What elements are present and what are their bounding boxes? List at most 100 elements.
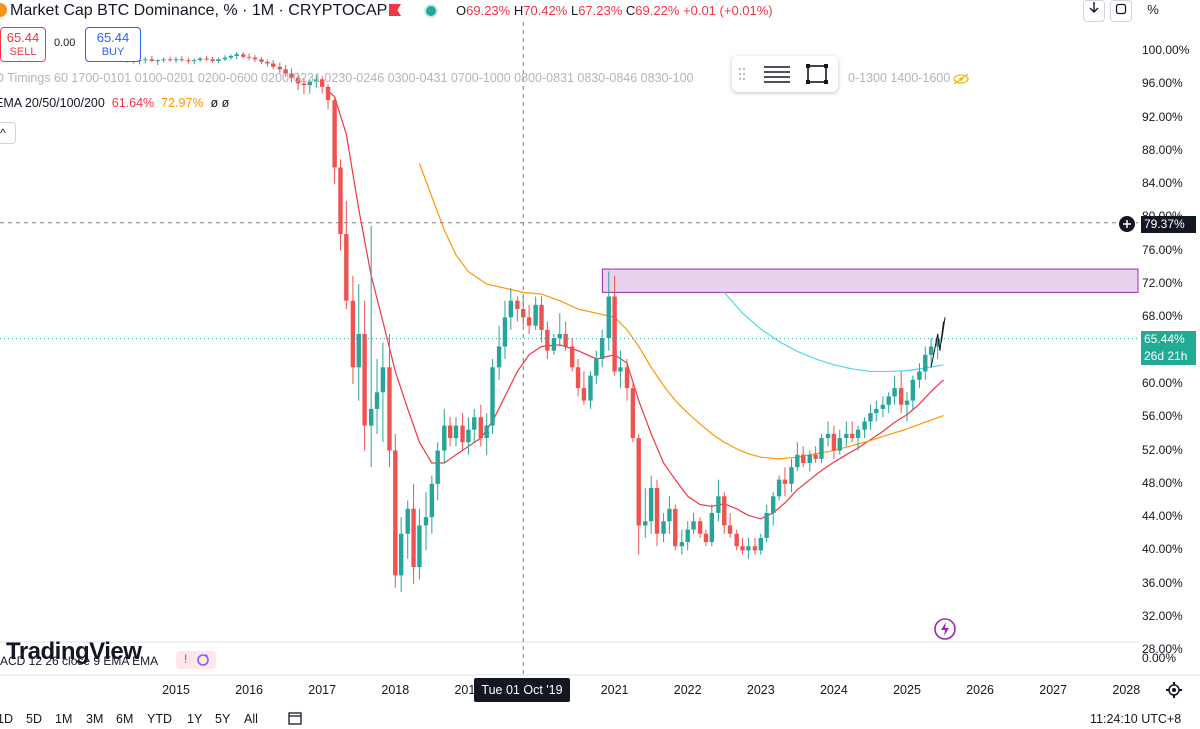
candle-body	[204, 58, 209, 60]
candle-body	[460, 425, 465, 443]
range-ytd[interactable]: YTD	[147, 712, 172, 726]
candle-body	[301, 83, 307, 86]
candle-body	[588, 375, 593, 401]
sell-button[interactable]: 65.44 SELL	[0, 27, 46, 62]
hidden-eye-icon[interactable]	[952, 72, 970, 86]
bar-countdown-label: 26d 21h	[1141, 348, 1196, 365]
refresh-icon[interactable]	[196, 653, 210, 672]
candle-body	[356, 334, 361, 368]
candle-body	[374, 392, 380, 409]
flag-icon[interactable]	[389, 4, 401, 16]
candle-body	[661, 521, 666, 534]
time-tick-label: 2028	[1112, 683, 1141, 697]
calendar-icon[interactable]	[287, 710, 303, 729]
candle-body	[435, 450, 440, 484]
candle-body	[563, 334, 568, 347]
spread-value: 0.00	[54, 37, 76, 49]
range-5y[interactable]: 5Y	[215, 712, 231, 726]
time-tick-label: 2018	[381, 683, 410, 697]
range-5d[interactable]: 5D	[26, 712, 42, 726]
candle-body	[149, 59, 155, 61]
candle-body	[173, 59, 179, 61]
range-3m[interactable]: 3M	[86, 712, 104, 726]
price-tick-label: 72.00%	[1142, 276, 1183, 291]
candle-body	[648, 487, 654, 522]
candle-body	[716, 496, 721, 513]
candle-body	[241, 54, 246, 57]
range-1m[interactable]: 1M	[55, 712, 73, 726]
candle-body	[429, 483, 435, 518]
range-1y[interactable]: 1Y	[187, 712, 203, 726]
candle-body	[515, 300, 520, 310]
candle-body	[508, 300, 513, 318]
rectangle-tool-icon[interactable]	[804, 62, 830, 86]
candle-body	[496, 346, 502, 368]
candle-body	[447, 425, 453, 439]
resistance-zone	[601, 268, 1139, 293]
symbol-title[interactable]: Market Cap BTC Dominance, % · 1M · CRYPT…	[10, 2, 388, 19]
candle-body	[442, 425, 447, 451]
candle-body	[685, 529, 690, 543]
candle-body	[466, 429, 471, 443]
time-tick-label: 2024	[819, 683, 848, 697]
candle-body	[271, 63, 276, 67]
candle-body	[776, 479, 782, 497]
fullscreen-icon[interactable]	[1110, 0, 1132, 22]
lightning-icon[interactable]	[933, 617, 957, 641]
candle-body	[752, 546, 758, 551]
candle-body	[594, 358, 599, 376]
price-tick-label: 68.00%	[1142, 309, 1183, 324]
time-tick-label: 2027	[1039, 683, 1068, 697]
crosshair	[0, 22, 1138, 675]
price-tick-label: 96.00%	[1142, 76, 1183, 91]
download-icon[interactable]	[1083, 0, 1105, 22]
candle-body	[734, 533, 739, 547]
drawing-toolbar	[732, 56, 838, 92]
macd-indicator-legend[interactable]: ACD 12 26 close 9 EMA EMA	[0, 654, 159, 668]
candle-body	[405, 508, 410, 534]
candle-body	[380, 367, 386, 393]
candle-body	[314, 79, 319, 82]
candle-body	[362, 334, 367, 426]
candle-body	[618, 367, 623, 372]
candle-body	[289, 73, 294, 78]
indicator-alert-button[interactable]: !	[176, 651, 216, 669]
gear-icon[interactable]	[1164, 681, 1184, 701]
candle-body	[350, 300, 356, 368]
time-tick-label: 2021	[600, 683, 629, 697]
price-tick-label: 36.00%	[1142, 575, 1183, 590]
collapse-legend-button[interactable]: ^	[0, 122, 16, 144]
price-tick-label: 40.00%	[1142, 542, 1183, 557]
add-alert-icon[interactable]	[1118, 215, 1136, 233]
time-tick-label: 2026	[966, 683, 994, 697]
price-tick-label: 0.00%	[1142, 651, 1177, 665]
candle-body	[453, 425, 459, 439]
candle-body	[789, 467, 794, 484]
candle-body	[722, 496, 727, 526]
clock-label[interactable]: 11:24:10 UTC+8	[1090, 712, 1182, 726]
template-lines-icon[interactable]	[762, 63, 792, 85]
range-6m[interactable]: 6M	[116, 712, 134, 726]
time-tick-label: 2015	[162, 683, 190, 697]
candle-body	[825, 433, 831, 439]
candle-body	[167, 59, 173, 61]
candle-body	[612, 296, 617, 372]
candle-body	[782, 479, 788, 484]
candle-body	[709, 512, 715, 543]
candle-body	[338, 167, 343, 235]
percent-button[interactable]: %	[1141, 0, 1165, 22]
time-tick-label: 2017	[308, 683, 337, 697]
candle-body	[252, 57, 258, 60]
drag-handle-icon[interactable]	[738, 66, 746, 82]
timings-indicator-label[interactable]: D Timings 60 1700-0101 0100-0201 0200-06…	[0, 71, 694, 85]
candle-body	[624, 367, 630, 389]
ema-indicator-legend[interactable]: EMA 20/50/100/200 61.64% 72.97% ø ø	[0, 96, 230, 110]
ema-line	[327, 90, 944, 520]
candle-body	[691, 521, 696, 530]
top-bar: Market Cap BTC Dominance, % · 1M · CRYPT…	[0, 0, 1200, 22]
range-all[interactable]: All	[244, 712, 258, 726]
range-1d[interactable]: 1D	[0, 712, 13, 726]
ema-line	[723, 291, 944, 373]
buy-button[interactable]: 65.44 BUY	[85, 27, 141, 62]
